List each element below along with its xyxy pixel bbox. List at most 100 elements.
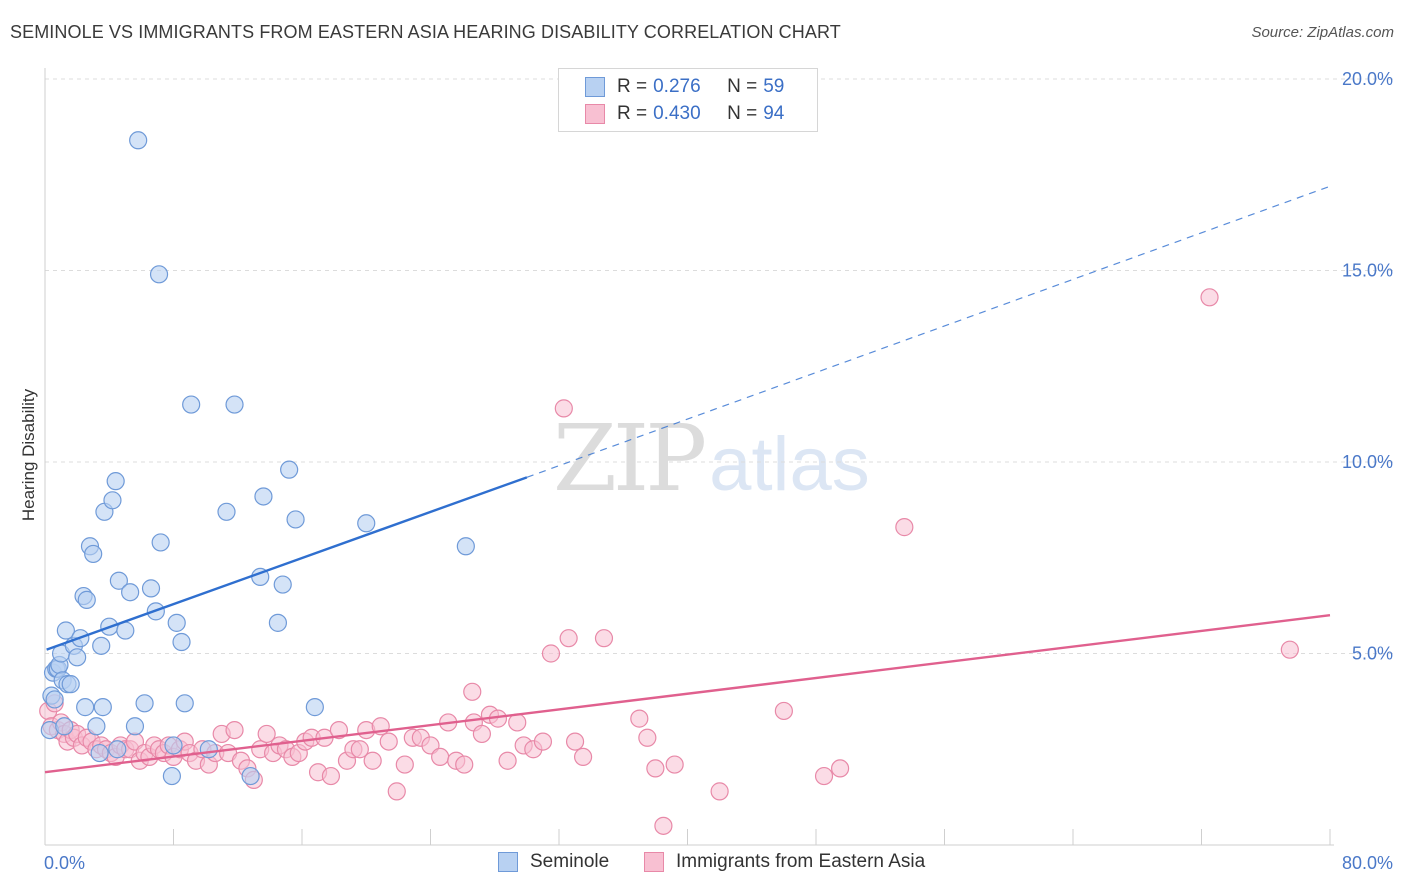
point-immigrants	[814, 766, 834, 786]
point-seminole	[162, 766, 181, 786]
point-immigrants	[774, 701, 793, 721]
point-immigrants	[638, 728, 657, 747]
point-immigrants	[508, 713, 527, 732]
point-seminole	[172, 632, 191, 652]
point-immigrants	[387, 782, 406, 801]
legend-r-label: R =	[617, 103, 648, 124]
point-seminole	[305, 698, 324, 717]
point-immigrants	[257, 724, 276, 744]
legend-r-value: 0.276	[653, 76, 701, 97]
point-seminole	[357, 514, 376, 533]
chart-title: SEMINOLE VS IMMIGRANTS FROM EASTERN ASIA…	[10, 22, 841, 42]
point-immigrants	[350, 740, 369, 759]
point-immigrants	[565, 732, 585, 751]
point-immigrants	[830, 759, 850, 778]
point-immigrants	[665, 755, 684, 774]
point-seminole	[61, 675, 80, 694]
point-seminole	[125, 717, 145, 736]
point-seminole	[167, 613, 186, 632]
point-seminole	[76, 698, 95, 717]
point-seminole	[90, 743, 109, 763]
point-immigrants	[646, 759, 665, 778]
legend-stats: R = 0.276 N = 59 R = 0.430 N = 94	[558, 68, 818, 132]
legend-series: Seminole Immigrants from Eastern Asia	[0, 851, 1406, 877]
point-immigrants	[329, 720, 349, 740]
point-immigrants	[395, 755, 414, 774]
legend-n-label: N =	[727, 76, 758, 97]
point-seminole	[77, 590, 96, 609]
point-immigrants	[710, 782, 729, 801]
point-seminole	[225, 395, 244, 414]
point-seminole	[456, 537, 475, 556]
y-axis-label: Hearing Disability	[19, 388, 38, 521]
point-seminole	[93, 698, 112, 717]
y-tick-label: 15.0%	[1342, 261, 1393, 281]
y-tick-label: 5.0%	[1352, 644, 1393, 664]
point-immigrants	[895, 518, 914, 537]
trendline-seminole	[46, 476, 528, 651]
point-seminole	[149, 265, 169, 284]
legend-r-label: R =	[617, 76, 648, 97]
point-seminole	[108, 740, 127, 759]
legend-n-label: N =	[727, 103, 758, 124]
point-seminole	[141, 579, 161, 598]
point-seminole	[175, 694, 194, 713]
legend-row-immigrants: R = 0.430 N = 94	[585, 102, 784, 126]
legend-swatch-seminole	[585, 77, 605, 97]
point-seminole	[280, 460, 299, 479]
point-immigrants	[472, 724, 491, 744]
x-tick-label: 0.0%	[44, 853, 85, 873]
legend-swatch-immigrants	[644, 852, 664, 872]
point-seminole	[109, 571, 128, 590]
point-seminole	[254, 487, 273, 506]
point-immigrants	[533, 732, 553, 751]
point-immigrants	[321, 766, 341, 786]
point-immigrants	[431, 747, 450, 767]
legend-n-value: 94	[763, 103, 785, 124]
legend-n-value: 59	[763, 76, 785, 97]
point-immigrants	[654, 816, 673, 835]
point-immigrants	[554, 399, 573, 418]
point-seminole	[45, 690, 64, 709]
point-seminole	[286, 510, 305, 529]
legend-label-immigrants: Immigrants from Eastern Asia	[676, 851, 926, 872]
point-immigrants	[559, 629, 578, 648]
point-seminole	[164, 736, 183, 755]
point-immigrants	[363, 751, 382, 770]
legend-swatch-seminole	[498, 852, 518, 872]
point-seminole	[217, 502, 236, 521]
point-seminole	[268, 613, 288, 632]
legend-row-seminole: R = 0.276 N = 59	[585, 75, 784, 99]
point-immigrants	[225, 720, 244, 740]
y-tick-label: 10.0%	[1342, 452, 1393, 472]
legend-swatch-immigrants	[585, 104, 605, 124]
legend-r-value: 0.430	[653, 103, 701, 124]
y-tick-label: 20.0%	[1342, 69, 1393, 89]
point-immigrants	[379, 732, 398, 751]
legend-item-immigrants: Immigrants from Eastern Asia	[644, 851, 925, 873]
point-immigrants	[594, 629, 614, 648]
point-seminole	[56, 621, 75, 640]
point-seminole	[106, 472, 125, 491]
point-immigrants	[455, 755, 474, 774]
point-seminole	[135, 694, 154, 713]
point-seminole	[241, 766, 260, 786]
point-seminole	[87, 717, 106, 736]
point-seminole	[273, 575, 292, 594]
trendline-seminole-extension	[526, 185, 1331, 478]
point-immigrants	[1200, 288, 1219, 307]
point-seminole	[103, 491, 122, 510]
point-seminole	[129, 131, 148, 150]
point-seminole	[121, 583, 140, 602]
point-immigrants	[1280, 640, 1299, 659]
point-immigrants	[630, 709, 649, 728]
trendline-immigrants	[44, 614, 1331, 774]
point-immigrants	[541, 644, 561, 663]
point-seminole	[182, 395, 201, 414]
point-seminole	[84, 544, 103, 564]
point-immigrants	[573, 747, 593, 767]
x-tick-label: 80.0%	[1342, 853, 1393, 873]
point-immigrants	[498, 751, 517, 770]
point-seminole	[68, 648, 87, 667]
